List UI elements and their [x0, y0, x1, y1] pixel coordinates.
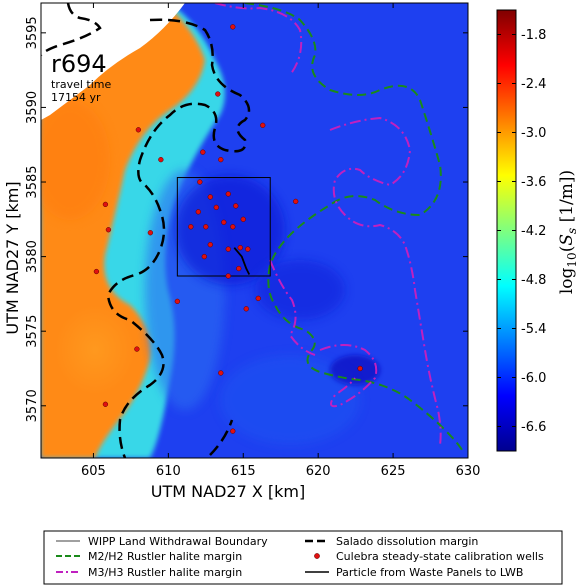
calibration-well-point	[195, 209, 201, 215]
calibration-well-point	[243, 306, 249, 312]
calibration-well-point	[218, 156, 224, 163]
y-tick-label: 3585	[25, 165, 40, 198]
calibration-well-point	[200, 149, 206, 155]
x-axis: 605 610 615 620 625 630	[81, 3, 480, 479]
y-tick-label: 3580	[25, 240, 40, 273]
calibration-well-point	[233, 203, 239, 209]
calibration-well-point	[105, 227, 112, 233]
legend-label-m3h3: M3/H3 Rustler halite margin	[88, 566, 242, 579]
colorbar-tick-label: -6.6	[521, 420, 546, 435]
legend-label-wells: Culebra steady-state calibration wells	[336, 550, 544, 563]
colorbar-ticks: -1.8 -2.4 -3.0 -3.6 -4.2 -4.8 -5.4 -6.0 -6.6	[497, 28, 546, 435]
calibration-well-point	[255, 295, 261, 302]
calibration-well-point	[102, 401, 109, 407]
calibration-wells-layer	[93, 24, 363, 434]
calibration-well-point	[188, 224, 194, 230]
x-tick-label: 610	[156, 464, 181, 479]
calibration-well-point	[93, 268, 100, 275]
calibration-well-point	[158, 156, 164, 163]
colorbar-tick-label: -4.8	[521, 273, 546, 288]
calibration-well-point	[221, 219, 227, 225]
x-tick-label: 630	[456, 464, 481, 479]
calibration-well-point	[174, 298, 180, 305]
calibration-well-point	[207, 242, 213, 248]
calibration-well-point	[207, 194, 213, 200]
colorbar-tick-label: -5.4	[521, 322, 546, 337]
colorbar-tick-label: -3.6	[521, 175, 546, 190]
x-tick-label: 620	[306, 464, 331, 479]
travel-time-label: travel time	[51, 78, 111, 91]
calibration-well-point	[357, 365, 363, 372]
calibration-well-point	[197, 179, 203, 185]
colorbar-title: log10(Ss [1/m])	[557, 170, 579, 294]
y-tick-label: 3590	[25, 91, 40, 124]
m3h3-rustler-margin	[214, 3, 442, 446]
calibration-well-point	[135, 127, 142, 133]
colorbar-tick-label: -3.0	[521, 126, 546, 141]
calibration-well-point	[213, 204, 219, 211]
x-tick-label: 615	[231, 464, 256, 479]
x-tick-label: 605	[81, 464, 106, 479]
legend: WIPP Land Withdrawal Boundary M2/H2 Rust…	[43, 530, 563, 585]
x-axis-title: UTM NAD27 X [km]	[151, 482, 305, 501]
legend-label-salado: Salado dissolution margin	[336, 535, 478, 548]
calibration-well-point	[230, 224, 236, 230]
calibration-well-point	[134, 346, 140, 352]
travel-time-value: 17154 yr	[51, 91, 101, 104]
calibration-well-point	[225, 191, 231, 197]
y-axis: 3570 3575 3580 3585 3590 3595	[25, 16, 468, 422]
calibration-well-point	[147, 230, 154, 236]
calibration-well-point	[203, 224, 209, 230]
y-tick-label: 3595	[25, 16, 40, 49]
colorbar-tick-label: -4.2	[521, 224, 546, 239]
colorbar-tick-label: -1.8	[521, 28, 546, 43]
legend-label-particle: Particle from Waste Panels to LWB	[336, 566, 523, 579]
salado-dissolution-margin	[41, 3, 251, 458]
calibration-well-point	[293, 198, 299, 205]
wipp-land-withdrawal-boundary	[176, 177, 271, 277]
calibration-well-point	[225, 273, 231, 279]
realization-label: r694	[51, 50, 107, 78]
calibration-well-point	[245, 246, 251, 252]
calibration-well-point	[201, 253, 207, 260]
y-tick-label: 3575	[25, 315, 40, 348]
calibration-well-point	[218, 370, 224, 376]
no-data-region	[41, 3, 185, 120]
m2h2-rustler-margin	[244, 3, 463, 451]
colorbar-tick-label: -6.0	[521, 371, 546, 386]
plot-frame	[40, 2, 469, 459]
legend-swatch-wells	[314, 553, 320, 559]
colorbar-tick-label: -2.4	[521, 77, 546, 92]
calibration-well-point	[225, 246, 231, 252]
particle-path	[233, 247, 251, 275]
calibration-well-point	[230, 428, 236, 434]
y-axis-title: UTM NAD27 Y [km]	[3, 181, 22, 334]
calibration-well-point	[230, 24, 236, 30]
calibration-well-point	[260, 122, 266, 128]
calibration-well-point	[236, 265, 242, 272]
legend-label-wipp: WIPP Land Withdrawal Boundary	[88, 535, 268, 548]
x-tick-label: 625	[381, 464, 406, 479]
calibration-well-point	[240, 216, 246, 222]
calibration-well-point	[237, 245, 243, 251]
calibration-well-point	[215, 91, 221, 97]
y-tick-label: 3570	[25, 389, 40, 422]
calibration-well-point	[102, 201, 109, 208]
margin-lines	[41, 3, 463, 458]
legend-label-m2h2: M2/H2 Rustler halite margin	[88, 550, 242, 563]
